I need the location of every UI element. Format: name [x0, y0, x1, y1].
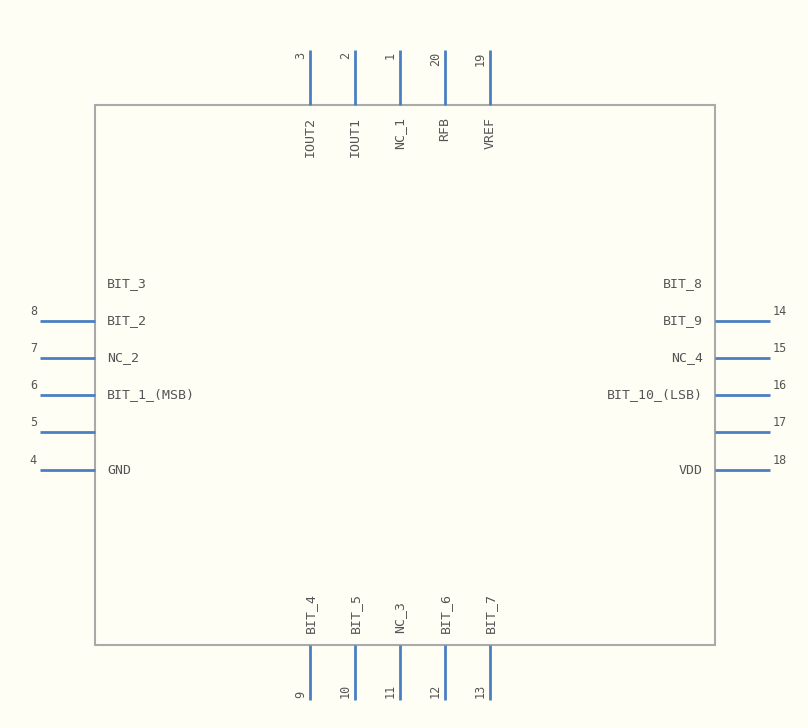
- Text: 1: 1: [384, 52, 397, 59]
- Text: 7: 7: [30, 342, 37, 355]
- Text: BIT_7: BIT_7: [483, 593, 496, 633]
- Text: NC_3: NC_3: [393, 601, 406, 633]
- Text: 6: 6: [30, 379, 37, 392]
- Text: BIT_9: BIT_9: [663, 314, 703, 328]
- Text: NC_2: NC_2: [107, 352, 139, 365]
- Text: RFB: RFB: [439, 117, 452, 141]
- Text: 16: 16: [773, 379, 787, 392]
- Text: 9: 9: [294, 691, 307, 698]
- Text: BIT_8: BIT_8: [663, 277, 703, 290]
- Text: NC_4: NC_4: [671, 352, 703, 365]
- Text: BIT_5: BIT_5: [348, 593, 361, 633]
- Text: IOUT1: IOUT1: [348, 117, 361, 157]
- Text: BIT_2: BIT_2: [107, 314, 147, 328]
- Text: 19: 19: [474, 52, 487, 66]
- Text: 11: 11: [384, 684, 397, 698]
- Text: 2: 2: [339, 52, 352, 59]
- Text: 17: 17: [773, 416, 787, 429]
- Text: BIT_3: BIT_3: [107, 277, 147, 290]
- Text: 14: 14: [773, 305, 787, 318]
- Text: 20: 20: [429, 52, 442, 66]
- Text: 12: 12: [429, 684, 442, 698]
- Text: 15: 15: [773, 342, 787, 355]
- Text: BIT_6: BIT_6: [439, 593, 452, 633]
- Text: BIT_10_(LSB): BIT_10_(LSB): [607, 389, 703, 402]
- Text: 18: 18: [773, 454, 787, 467]
- Text: 8: 8: [30, 305, 37, 318]
- Text: 3: 3: [294, 52, 307, 59]
- Text: IOUT2: IOUT2: [304, 117, 317, 157]
- Text: VREF: VREF: [483, 117, 496, 149]
- Text: BIT_4: BIT_4: [304, 593, 317, 633]
- Text: BIT_1_(MSB): BIT_1_(MSB): [107, 389, 195, 402]
- Text: NC_1: NC_1: [393, 117, 406, 149]
- Text: 13: 13: [474, 684, 487, 698]
- Text: GND: GND: [107, 464, 131, 477]
- Bar: [95, 105, 715, 645]
- Text: 5: 5: [30, 416, 37, 429]
- Text: VDD: VDD: [679, 464, 703, 477]
- Text: 10: 10: [339, 684, 352, 698]
- Text: 4: 4: [30, 454, 37, 467]
